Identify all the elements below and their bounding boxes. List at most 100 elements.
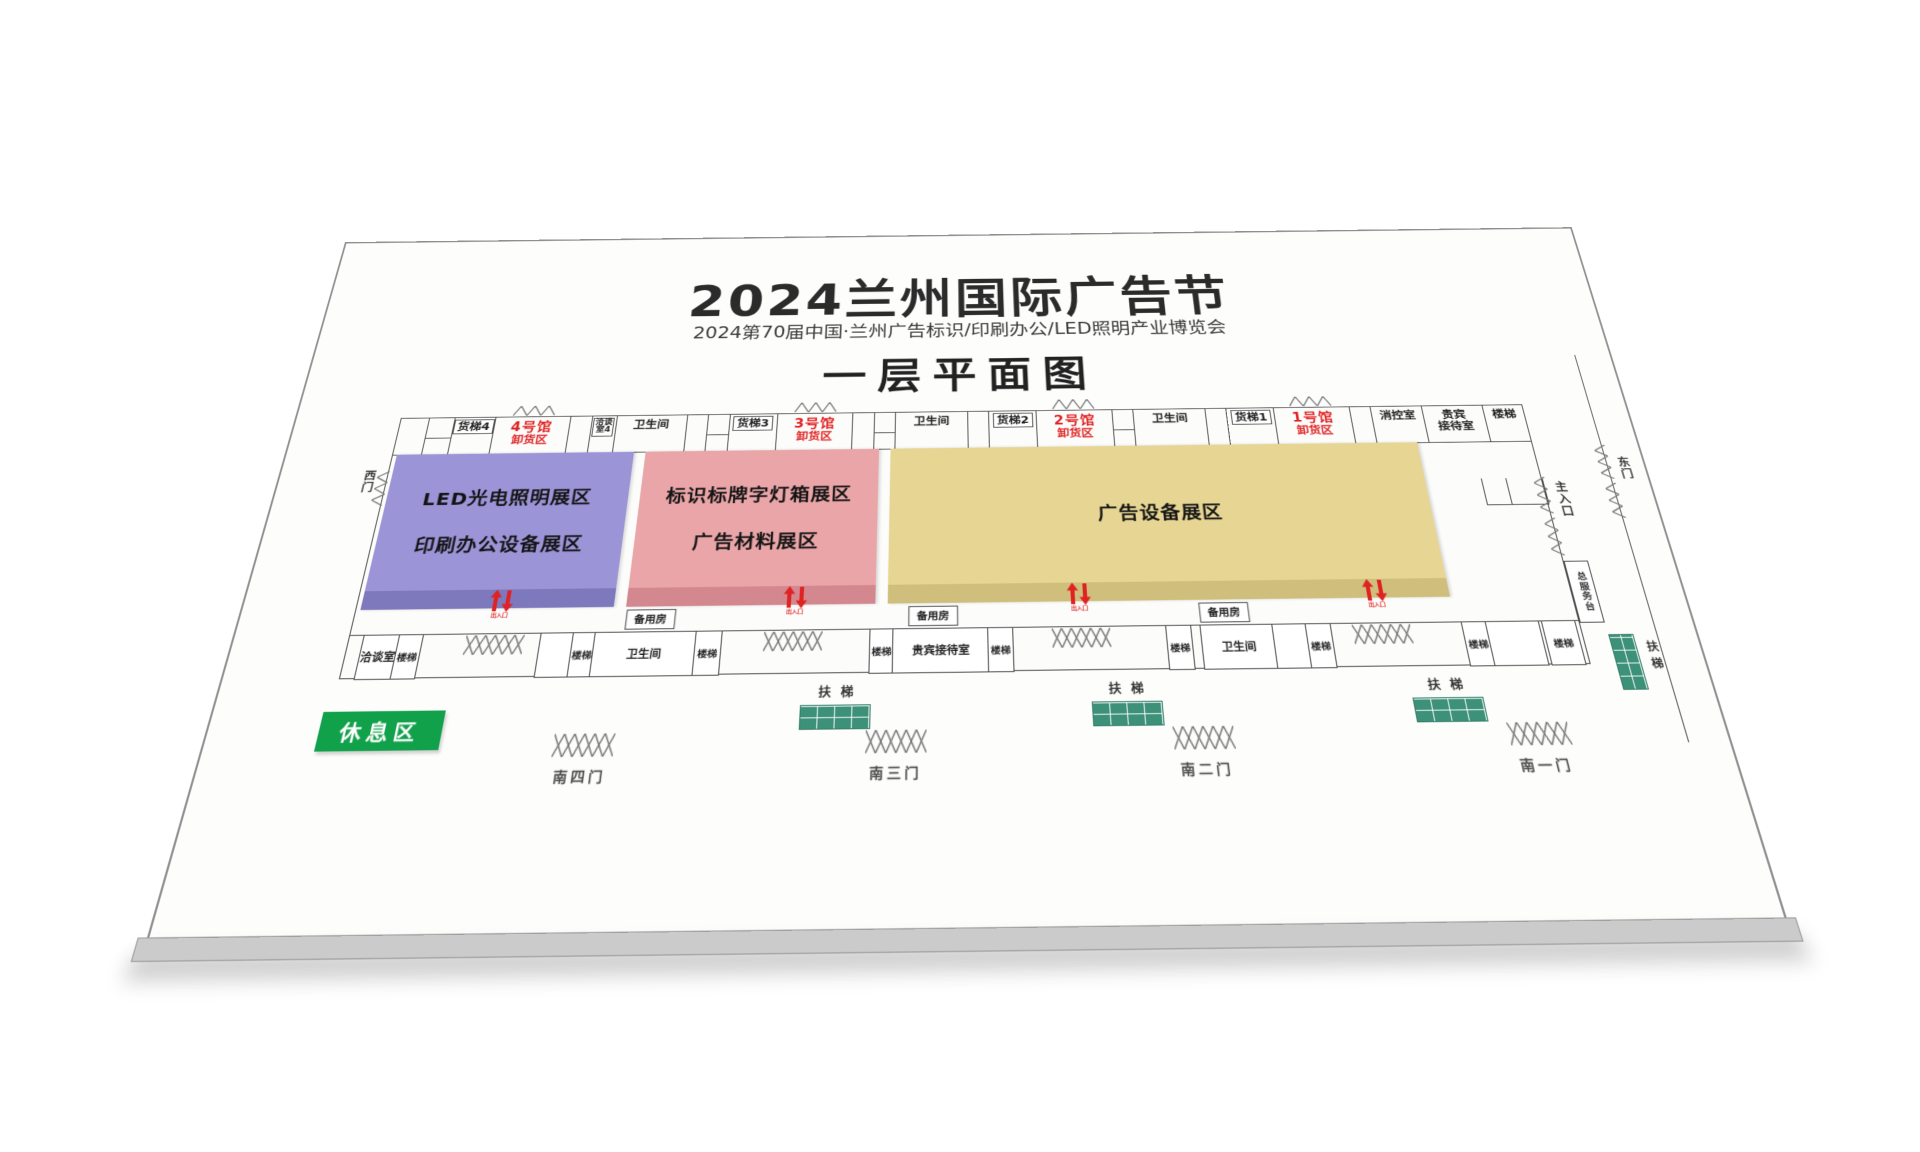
escalator-grid [1412,696,1489,723]
hall-label: LED光电照明展区 [420,486,594,510]
room-label: 洽谈 室4 [591,417,616,437]
floor-plan-board: 2024兰州国际广告节 2024第70届中国·兰州广告标识/印刷办公/LED照明… [146,227,1788,940]
south-gate: 南一门 [1488,721,1599,774]
room-label: 4号馆 卸货区 [509,419,554,446]
south-gate: 南二门 [1154,725,1258,779]
south-room: 楼梯 [1165,624,1196,671]
room-label: 楼梯 [1490,407,1518,420]
south-room: 楼梯 [868,628,895,674]
north-room: 贵宾 接待室 [1421,405,1492,443]
gate-label: 南四门 [551,769,607,787]
entrance-marker: 出入口 [772,585,819,615]
room-label: 3号馆 卸货区 [793,415,836,443]
south-gate: 南四门 [528,733,634,787]
east-gate-door-icon [1593,445,1615,479]
entrance-marker-label: 出入口 [490,611,509,619]
south-room: 卫生间 [1199,623,1280,670]
north-room: 3号馆 卸货区 [775,413,854,451]
south-door-icon [763,631,823,651]
south-room: 楼梯 [987,626,1015,673]
room-label: 货梯2 [992,412,1033,428]
north-room: 楼梯 [1482,405,1530,441]
room-label: 货梯4 [452,419,495,435]
south-room: 贵宾接待室 [891,627,991,674]
north-door-icon [794,402,836,412]
south-cell [1484,620,1550,667]
room-label: 卫生间 [632,417,670,431]
escalator-marker: 扶梯 [1090,679,1165,727]
entrance-marker: 出入口 [1350,578,1400,608]
east-gate-label: 东门 [1614,456,1636,481]
hall-top-face: 标识标牌字灯箱展区 广告材料展区 [628,448,880,588]
north-room: 货梯2 [989,411,1039,448]
service-desk-label: 总服务台 [1573,571,1596,612]
up-down-arrows-icon [772,585,818,609]
room-label: 货梯3 [732,415,774,431]
south-room: 楼梯 [1304,623,1338,669]
north-room: 货梯3 [727,414,779,451]
room-label: 卫生间 [913,414,950,428]
entrance-marker-label: 出入口 [785,608,804,615]
north-room: 货梯1 [1226,408,1280,445]
room-label: 卫生间 [1151,411,1189,425]
north-room: 1号馆 卸货区 [1273,407,1356,444]
east-gate-door-icon [1604,483,1626,518]
hall-label: 标识标牌字灯箱展区 [664,483,853,507]
south-outside-area: 扶梯 扶梯 扶梯 南四门 南三门 南二门 南一门 [346,229,1570,786]
room-label: 货梯1 [1230,409,1272,425]
south-room: 楼梯 [691,630,723,677]
plan-title: 一层平面图 [821,352,1100,399]
gate-door-icon [1154,725,1254,749]
north-room: 卫生间 [612,415,688,453]
escalator-label: 扶梯 [1108,681,1155,697]
escalator-grid [1091,700,1165,727]
hall-led-printing: LED光电照明展区印刷办公设备展区 [360,451,635,611]
north-room: 4号馆 卸货区 [489,417,572,454]
escalator-label: 扶梯 [817,684,864,700]
escalator-grid [798,704,871,730]
south-door-icon [463,635,525,655]
spare-room: 备用房 [624,609,676,630]
hall-label: 广告设备展区 [1097,501,1225,525]
room-label: 贵宾 接待室 [1436,408,1476,433]
main-entrance-label: 主入口 [1552,480,1577,518]
spare-room: 备用房 [908,605,958,627]
north-door-icon [513,406,556,416]
north-cell [967,411,991,448]
entrance-marker-label: 出入口 [1070,604,1089,612]
room-label: 消控室 [1378,408,1417,422]
entrance-marker: 出入口 [476,589,526,618]
building-outline: 货梯4 4号馆 卸货区 洽谈 室4 卫生间 货梯3 3号馆 卸货区 卫生间 货梯2 2号馆 卸货区 卫生间… [338,404,1591,681]
north-cell [873,412,897,449]
north-door-icon [1288,396,1331,406]
up-down-arrows-icon [1350,578,1399,602]
gate-door-icon [847,729,945,753]
south-room: 卫生间 [588,630,698,678]
north-room: 卫生间 [1133,408,1210,446]
escalator-label: 扶梯 [1426,677,1475,693]
escalator-marker: 扶梯 [1408,675,1489,723]
north-door-icon [1052,399,1094,409]
gate-door-icon [533,733,634,757]
north-room: 2号馆 卸货区 [1036,410,1115,447]
room-label: 1号馆 卸货区 [1290,409,1335,437]
escalator-marker: 扶梯 [798,683,872,730]
spare-room: 备用房 [1198,602,1250,623]
gate-door-icon [1488,721,1591,745]
south-gate: 南三门 [846,729,946,783]
rest-area-badge: 休息区 [313,710,446,752]
entrance-marker: 出入口 [1056,582,1103,611]
north-room: 消控室 [1370,406,1430,443]
south-door-icon [1052,628,1112,648]
south-door-icon [1352,624,1414,644]
gate-label: 南三门 [868,765,922,783]
hall-sign-material: 标识标牌字灯箱展区 广告材料展区 [626,448,880,607]
hall-label: 印刷办公设备展区 [412,532,585,557]
hall-label: 广告材料展区 [691,529,820,553]
north-cell [852,412,875,450]
gate-label: 南二门 [1180,761,1235,779]
entrance-marker-label: 出入口 [1367,600,1387,608]
up-down-arrows-icon [477,589,526,613]
hall-top-face: 广告设备展区 [888,442,1447,585]
north-room: 卫生间 [895,411,969,449]
